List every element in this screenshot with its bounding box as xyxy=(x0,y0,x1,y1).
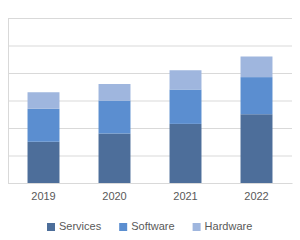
bar xyxy=(170,90,202,124)
legend-swatch xyxy=(119,223,127,231)
legend-label: Services xyxy=(59,220,102,232)
bars xyxy=(28,57,273,184)
bar xyxy=(99,134,131,184)
bar xyxy=(28,109,60,142)
bar xyxy=(170,124,202,183)
legend-item: Services xyxy=(47,220,102,232)
bar xyxy=(241,114,273,183)
grid-line xyxy=(8,183,292,184)
series xyxy=(28,114,273,183)
y-axis-line xyxy=(9,19,293,184)
x-tick: 2020 xyxy=(102,183,126,202)
legend: Services Software Hardware xyxy=(47,220,252,232)
bar xyxy=(170,70,202,89)
x-tick: 2022 xyxy=(244,183,268,202)
x-tick-label: 2022 xyxy=(244,190,268,202)
bar xyxy=(28,142,60,183)
y-axis xyxy=(8,19,292,184)
legend-swatch xyxy=(47,223,55,231)
x-tick: 2021 xyxy=(173,183,197,202)
legend-swatch xyxy=(193,223,201,231)
x-axis-line xyxy=(9,183,293,184)
y-tick xyxy=(8,18,292,19)
bar xyxy=(28,92,60,109)
legend-label: Software xyxy=(131,220,174,232)
grid-line xyxy=(8,18,292,19)
x-tick-label: 2019 xyxy=(31,190,55,202)
x-tick-label: 2020 xyxy=(102,190,126,202)
x-axis: 2019 2020 2021 2022 xyxy=(9,183,293,202)
legend-item: Software xyxy=(119,220,174,232)
bar xyxy=(241,77,273,114)
bar xyxy=(99,101,131,134)
legend-item: Hardware xyxy=(193,220,253,232)
series xyxy=(28,57,273,109)
legend-label: Hardware xyxy=(205,220,253,232)
y-tick xyxy=(8,183,292,184)
chart: 2019 2020 2021 2022 Services Software Hardware xyxy=(0,0,300,240)
grid-line xyxy=(8,46,292,47)
bar xyxy=(99,84,131,101)
series xyxy=(28,77,273,142)
x-tick: 2019 xyxy=(31,183,55,202)
plot: 2019 2020 2021 2022 xyxy=(8,19,293,202)
x-tick-label: 2021 xyxy=(173,190,197,202)
y-tick xyxy=(8,46,292,47)
bar xyxy=(241,57,273,78)
